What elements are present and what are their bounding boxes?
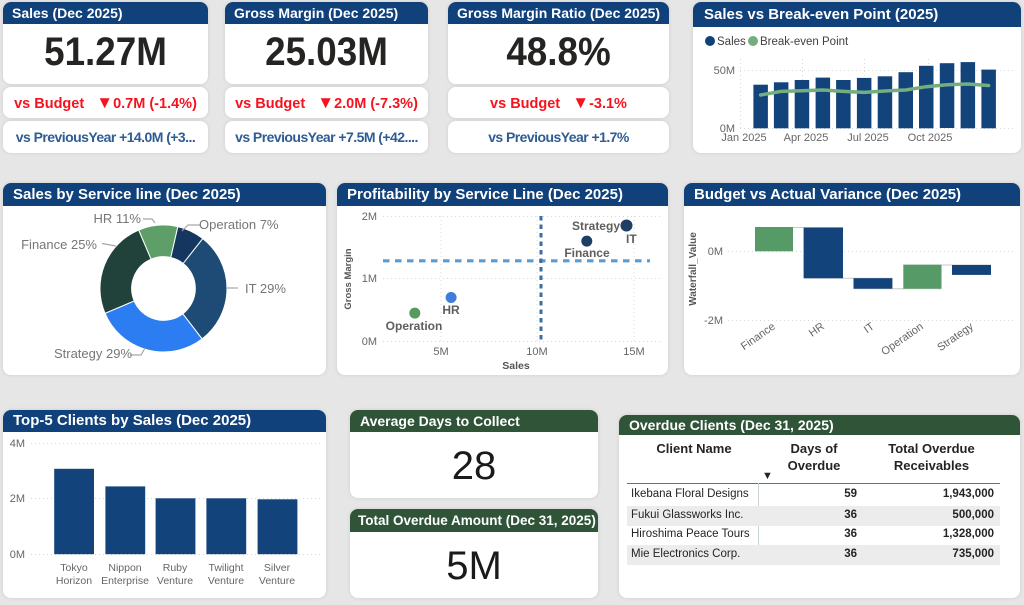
svg-text:IT 29%: IT 29%: [245, 281, 286, 296]
svg-text:2M: 2M: [362, 211, 377, 223]
svg-text:10M: 10M: [526, 346, 547, 358]
svg-text:Twilight: Twilight: [208, 562, 243, 574]
svg-text:Operation 7%: Operation 7%: [199, 217, 279, 232]
svg-text:Sales: Sales: [717, 36, 746, 48]
svg-text:0M: 0M: [720, 123, 735, 135]
svg-text:15M: 15M: [623, 346, 644, 358]
svg-text:Strategy: Strategy: [572, 219, 620, 233]
svg-text:-2M: -2M: [704, 315, 723, 327]
svg-text:4M: 4M: [10, 438, 25, 450]
svg-text:Waterfall_Value: Waterfall_Value: [688, 232, 699, 306]
svg-text:2M: 2M: [10, 493, 25, 505]
svg-text:Break-even Point: Break-even Point: [760, 36, 849, 48]
svg-text:Venture: Venture: [208, 575, 244, 587]
svg-text:Finance: Finance: [739, 321, 778, 353]
svg-text:Jul 2025: Jul 2025: [847, 132, 889, 144]
svg-text:IT: IT: [862, 320, 877, 336]
svg-text:HR: HR: [807, 321, 827, 340]
svg-text:0M: 0M: [708, 246, 723, 258]
svg-text:Jan 2025: Jan 2025: [721, 132, 766, 144]
svg-text:Finance: Finance: [564, 246, 610, 260]
svg-text:Apr 2025: Apr 2025: [784, 132, 829, 144]
svg-text:Strategy: Strategy: [935, 320, 976, 354]
svg-text:Horizon: Horizon: [56, 575, 92, 587]
svg-text:Operation: Operation: [879, 321, 925, 359]
svg-text:Silver: Silver: [264, 562, 291, 574]
svg-text:Operation: Operation: [386, 319, 443, 333]
svg-text:Tokyo: Tokyo: [60, 562, 88, 574]
svg-text:IT: IT: [626, 232, 637, 246]
svg-text:Strategy 29%: Strategy 29%: [54, 346, 132, 361]
svg-text:Ruby: Ruby: [163, 562, 188, 574]
svg-text:0M: 0M: [10, 549, 25, 561]
svg-text:Venture: Venture: [157, 575, 193, 587]
svg-text:50M: 50M: [714, 65, 735, 77]
svg-text:HR: HR: [442, 303, 460, 317]
svg-text:HR 11%: HR 11%: [94, 211, 142, 226]
svg-text:0M: 0M: [362, 336, 377, 348]
svg-text:5M: 5M: [433, 346, 448, 358]
svg-text:Enterprise: Enterprise: [101, 575, 149, 587]
svg-text:Gross Margin: Gross Margin: [343, 248, 354, 309]
svg-text:Venture: Venture: [259, 575, 295, 587]
svg-text:Oct 2025: Oct 2025: [908, 132, 953, 144]
svg-text:Nippon: Nippon: [108, 562, 141, 574]
svg-text:Sales: Sales: [502, 360, 530, 372]
svg-text:1M: 1M: [362, 273, 377, 285]
svg-text:Finance 25%: Finance 25%: [21, 237, 97, 252]
